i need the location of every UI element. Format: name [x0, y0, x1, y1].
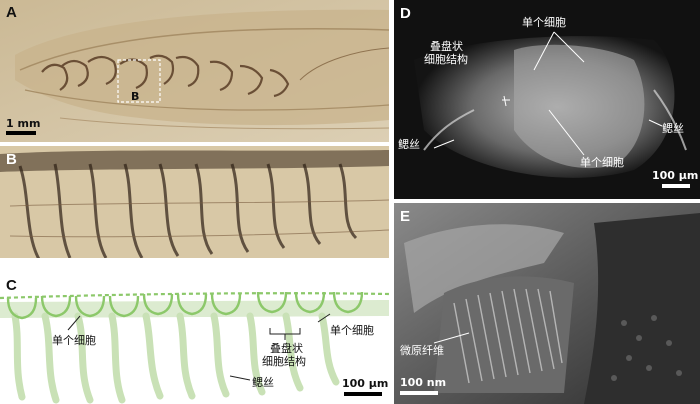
panel-d-scale-bar	[662, 184, 690, 188]
panel-c-scale-bar	[344, 392, 382, 396]
panel-e-scale-bar	[400, 391, 438, 395]
panel-c: C 单个细胞 单个细胞 叠盘状 细胞结构 鳃丝 100 μm	[0, 272, 389, 404]
panel-c-scale-label: 100 μm	[342, 377, 389, 390]
panel-c-stacked-line1: 叠盘状	[270, 342, 303, 355]
panel-d-scale-label: 100 μm	[652, 169, 699, 182]
panel-c-gill-label: 鳃丝	[252, 376, 274, 389]
panel-e: E 微原纤维 100 nm	[394, 203, 700, 404]
panel-d: D 单个细胞 叠盘状 细胞结构 鳃丝 鳃丝 单个细胞 100 μm	[394, 0, 700, 199]
panel-d-gill-left: 鳃丝	[398, 138, 420, 151]
panel-e-label: E	[400, 208, 411, 225]
panel-a-scale-bar	[6, 131, 36, 135]
panel-b-label: B	[6, 151, 17, 168]
panel-d-gill-right: 鳃丝	[662, 122, 684, 135]
panel-c-single-cell-left: 单个细胞	[52, 334, 96, 347]
panel-a: A B 1 mm	[0, 0, 389, 142]
panel-e-scale-label: 100 nm	[400, 376, 447, 389]
panel-b-image	[0, 146, 389, 266]
panel-d-single-cell-bottom: 单个细胞	[580, 156, 624, 169]
panel-d-stacked-line2: 细胞结构	[424, 53, 468, 66]
panel-d-image	[394, 0, 700, 199]
panel-a-label: A	[6, 4, 17, 21]
panel-b: B	[0, 146, 389, 266]
panel-a-image	[0, 0, 389, 142]
panel-c-single-cell-right: 单个细胞	[330, 324, 374, 337]
panel-a-inset-label: B	[131, 90, 140, 103]
panel-d-stacked-line1: 叠盘状	[430, 40, 463, 53]
panel-e-image	[394, 203, 700, 404]
panel-c-diagram	[0, 291, 389, 404]
panel-c-label: C	[6, 277, 17, 294]
panel-a-scale-label: 1 mm	[6, 117, 41, 130]
panel-e-fibril-label: 微原纤维	[400, 344, 444, 357]
panel-d-label: D	[400, 5, 411, 22]
panel-c-stacked-line2: 细胞结构	[262, 355, 306, 368]
panel-d-single-cell-top: 单个细胞	[522, 16, 566, 29]
